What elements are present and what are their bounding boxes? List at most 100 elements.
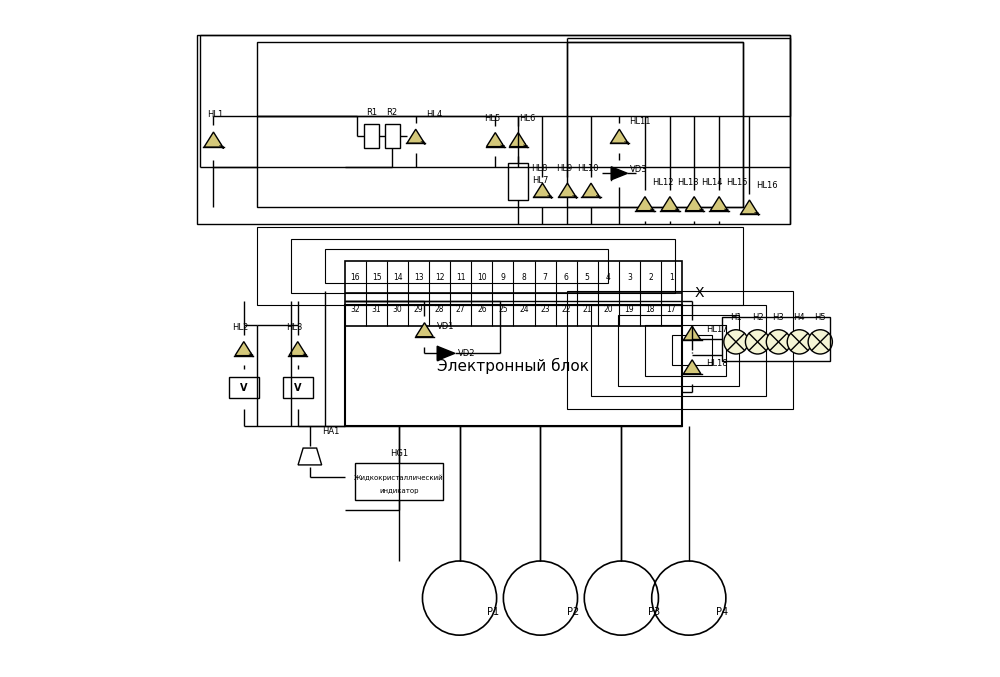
Bar	[355, 463, 443, 500]
Polygon shape	[204, 132, 223, 147]
Text: HL14: HL14	[701, 178, 722, 187]
Polygon shape	[611, 129, 628, 144]
Text: 30: 30	[393, 305, 402, 314]
Text: HL17: HL17	[706, 325, 727, 334]
Polygon shape	[661, 196, 679, 211]
Bar	[722, 317, 830, 361]
Text: 3: 3	[627, 273, 632, 282]
Text: R2: R2	[387, 108, 398, 117]
Polygon shape	[509, 133, 527, 147]
Text: H1: H1	[730, 313, 742, 322]
Text: HL11: HL11	[629, 117, 651, 126]
Polygon shape	[487, 133, 504, 147]
Text: R1: R1	[366, 108, 377, 117]
Text: HL7: HL7	[532, 175, 548, 185]
Polygon shape	[437, 347, 455, 360]
Polygon shape	[534, 183, 551, 197]
Text: 13: 13	[414, 273, 423, 282]
Circle shape	[808, 330, 832, 354]
Text: 17: 17	[667, 305, 676, 314]
Bar	[345, 305, 682, 426]
Bar	[325, 249, 608, 282]
Text: 10: 10	[477, 273, 487, 282]
Text: HL12: HL12	[652, 178, 673, 187]
Text: HL6: HL6	[520, 114, 536, 123]
Text: HL16: HL16	[756, 181, 778, 190]
Polygon shape	[683, 359, 701, 374]
Text: 14: 14	[393, 273, 402, 282]
Polygon shape	[559, 183, 576, 197]
Text: HL10: HL10	[577, 165, 598, 173]
Text: X: X	[694, 286, 704, 301]
Text: Жидкокристаллический: Жидкокристаллический	[354, 475, 444, 481]
Text: HL8: HL8	[531, 165, 547, 173]
Text: 5: 5	[585, 273, 590, 282]
Text: 20: 20	[603, 305, 613, 314]
Text: P3: P3	[648, 607, 660, 617]
Text: 4: 4	[606, 273, 611, 282]
Text: 19: 19	[625, 305, 634, 314]
Polygon shape	[235, 342, 253, 355]
Text: HL18: HL18	[706, 359, 727, 368]
Bar	[567, 42, 743, 207]
Polygon shape	[289, 342, 306, 355]
Text: 25: 25	[498, 305, 508, 314]
Text: 28: 28	[435, 305, 444, 314]
Text: H5: H5	[814, 313, 826, 322]
Text: 2: 2	[648, 273, 653, 282]
Text: индикатор: индикатор	[379, 488, 419, 494]
Text: VD2: VD2	[458, 349, 476, 358]
Polygon shape	[741, 200, 758, 214]
Text: HG1: HG1	[390, 449, 408, 458]
Bar	[257, 227, 743, 305]
Text: V: V	[240, 383, 248, 393]
Text: HL15: HL15	[726, 178, 747, 187]
Bar	[197, 35, 790, 224]
Bar	[257, 42, 743, 207]
Bar	[645, 325, 726, 376]
Text: 29: 29	[414, 305, 423, 314]
Text: H2: H2	[752, 313, 763, 322]
Bar	[591, 305, 766, 396]
Text: 1: 1	[669, 273, 674, 282]
Bar	[283, 377, 313, 398]
Circle shape	[724, 330, 748, 354]
Bar	[229, 377, 259, 398]
Bar	[385, 125, 400, 148]
Polygon shape	[685, 196, 703, 211]
Bar	[364, 125, 379, 148]
Text: HL1: HL1	[207, 110, 223, 119]
Text: P4: P4	[716, 607, 728, 617]
Text: 31: 31	[372, 305, 381, 314]
Text: 11: 11	[456, 273, 466, 282]
Text: 32: 32	[351, 305, 360, 314]
Text: Электронный блок: Электронный блок	[437, 357, 589, 374]
Text: HL13: HL13	[677, 178, 698, 187]
Text: 23: 23	[540, 305, 550, 314]
Text: 22: 22	[561, 305, 571, 314]
Text: 18: 18	[646, 305, 655, 314]
Polygon shape	[636, 196, 654, 211]
Circle shape	[787, 330, 811, 354]
Bar	[345, 261, 682, 326]
Text: 15: 15	[372, 273, 381, 282]
Text: HL4: HL4	[426, 110, 442, 119]
Text: 12: 12	[435, 273, 444, 282]
Polygon shape	[683, 326, 701, 340]
Text: 16: 16	[351, 273, 360, 282]
Bar	[567, 291, 793, 410]
Text: 7: 7	[543, 273, 548, 282]
Text: P2: P2	[567, 607, 580, 617]
Bar	[672, 335, 712, 366]
Text: H3: H3	[773, 313, 784, 322]
Text: V: V	[294, 383, 301, 393]
Text: 8: 8	[522, 273, 526, 282]
Text: VD3: VD3	[630, 165, 648, 175]
Text: 6: 6	[564, 273, 569, 282]
Text: 24: 24	[519, 305, 529, 314]
Text: 27: 27	[456, 305, 466, 314]
Circle shape	[766, 330, 791, 354]
Polygon shape	[416, 323, 433, 336]
Circle shape	[745, 330, 770, 354]
Bar	[508, 163, 528, 200]
